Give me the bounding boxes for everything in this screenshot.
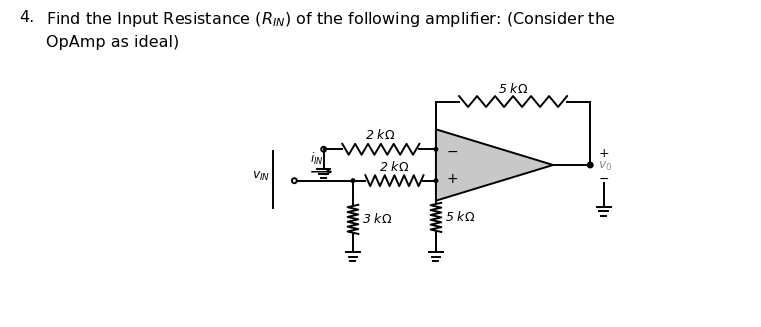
- Text: 5 $k\Omega$: 5 $k\Omega$: [444, 210, 475, 224]
- Text: OpAmp as ideal): OpAmp as ideal): [46, 35, 180, 50]
- Polygon shape: [436, 129, 553, 201]
- Text: 2 $k\Omega$: 2 $k\Omega$: [379, 160, 409, 174]
- Text: 2 $k\Omega$: 2 $k\Omega$: [365, 128, 395, 142]
- Text: $-$: $-$: [598, 172, 609, 185]
- Circle shape: [435, 179, 438, 182]
- Text: Find the Input Resistance ($R_{IN}$) of the following amplifier: (Consider the: Find the Input Resistance ($R_{IN}$) of …: [46, 10, 616, 29]
- Text: 3 $k\Omega$: 3 $k\Omega$: [361, 212, 392, 226]
- Text: 4.: 4.: [19, 10, 34, 25]
- Text: $-$: $-$: [446, 144, 458, 158]
- Circle shape: [588, 163, 592, 167]
- Circle shape: [351, 179, 355, 182]
- Text: $v_{IN}$: $v_{IN}$: [252, 170, 270, 183]
- Text: $+$: $+$: [598, 146, 610, 160]
- Text: 5 $k\Omega$: 5 $k\Omega$: [498, 81, 528, 95]
- Circle shape: [435, 147, 438, 151]
- Text: $i_{IN}$: $i_{IN}$: [310, 151, 323, 167]
- Text: $v_0$: $v_0$: [598, 160, 613, 173]
- Text: $+$: $+$: [446, 172, 458, 186]
